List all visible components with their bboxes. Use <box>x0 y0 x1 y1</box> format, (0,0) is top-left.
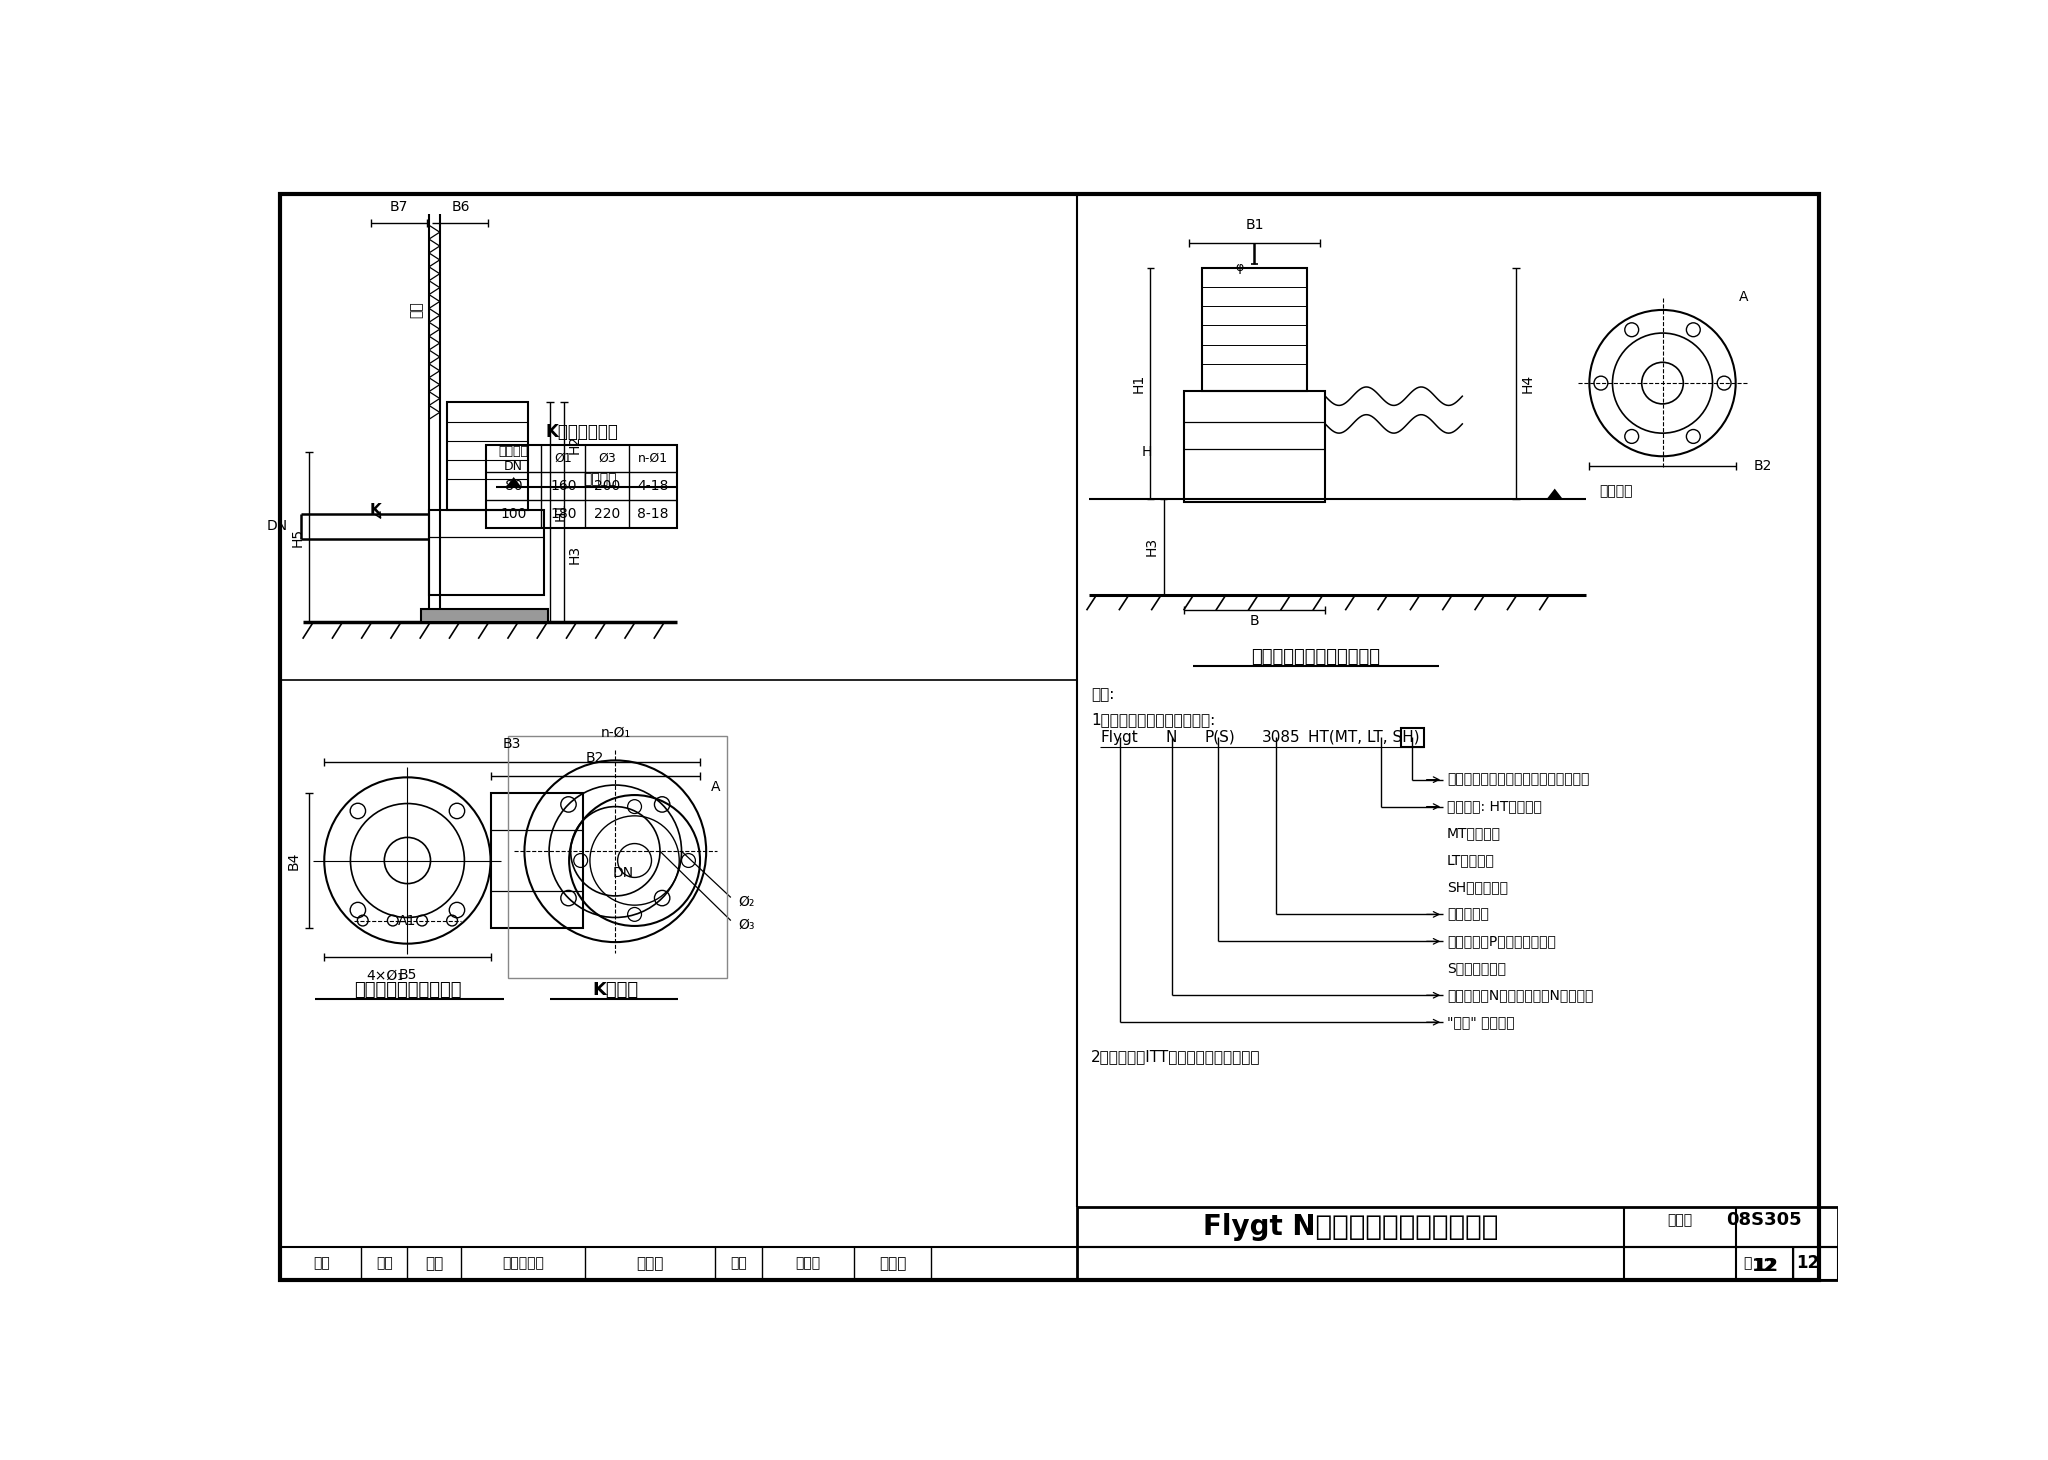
Text: Flygt N型潜水排污泵安装外型图: Flygt N型潜水排污泵安装外型图 <box>1202 1213 1499 1241</box>
Text: 4-18: 4-18 <box>637 479 670 493</box>
Text: 审核: 审核 <box>313 1256 330 1270</box>
Text: 100: 100 <box>500 507 526 521</box>
Text: Ø3: Ø3 <box>598 453 616 466</box>
Text: 3085: 3085 <box>1262 730 1300 745</box>
Bar <box>422 609 549 622</box>
Text: 泵的系列号: 泵的系列号 <box>1448 908 1489 921</box>
Text: B: B <box>1249 615 1260 628</box>
Text: 80: 80 <box>506 479 522 493</box>
Text: H1: H1 <box>553 502 567 521</box>
Bar <box>281 1247 1839 1280</box>
Text: 固定自耦式安装外形图: 固定自耦式安装外形图 <box>354 981 461 999</box>
Bar <box>485 445 678 529</box>
Text: A: A <box>711 780 721 794</box>
Text: 2、本页根据ITT中国提供的资料编制。: 2、本页根据ITT中国提供的资料编制。 <box>1092 1050 1262 1064</box>
Text: 1、潜水排污泵型号意义说明:: 1、潜水排污泵型号意义说明: <box>1092 712 1214 727</box>
Text: φ: φ <box>1235 261 1243 274</box>
Text: H4: H4 <box>1522 374 1534 393</box>
Text: 12: 12 <box>1751 1257 1778 1275</box>
Text: K向放大: K向放大 <box>592 981 639 999</box>
Text: H3: H3 <box>1145 537 1159 556</box>
Text: H: H <box>1141 445 1151 460</box>
Text: 12: 12 <box>1796 1254 1819 1272</box>
Text: MT为中扬程: MT为中扬程 <box>1448 826 1501 841</box>
Text: 图集号: 图集号 <box>1667 1213 1694 1226</box>
Text: 路志锋: 路志锋 <box>795 1256 821 1270</box>
Text: 180: 180 <box>551 507 578 521</box>
Text: 曲线代号（每个号对应一条性能曲线）: 曲线代号（每个号对应一条性能曲线） <box>1448 772 1589 787</box>
Bar <box>492 793 584 929</box>
Text: H3: H3 <box>567 545 582 564</box>
Text: 200: 200 <box>594 479 621 493</box>
Text: A: A <box>1739 291 1749 304</box>
Bar <box>446 403 528 510</box>
Bar <box>1077 1207 1839 1280</box>
Text: K: K <box>369 502 381 518</box>
Bar <box>508 736 727 978</box>
Text: H1: H1 <box>1133 374 1147 393</box>
Text: B3: B3 <box>504 737 522 750</box>
Text: 软管连接移动式安装外形图: 软管连接移动式安装外形图 <box>1251 648 1380 666</box>
Text: 说明:: 说明: <box>1092 688 1114 702</box>
Polygon shape <box>1546 489 1563 499</box>
Bar <box>1202 267 1307 391</box>
Text: B2: B2 <box>586 750 604 765</box>
Text: n-Ø₁: n-Ø₁ <box>600 726 631 740</box>
Bar <box>1401 729 1423 746</box>
Text: Flygt: Flygt <box>1100 730 1139 745</box>
Text: B6: B6 <box>451 200 469 213</box>
Text: H2: H2 <box>567 435 582 454</box>
Text: 出口直径
DN: 出口直径 DN <box>498 444 528 473</box>
Text: 设计: 设计 <box>731 1256 748 1270</box>
Text: 导轨: 导轨 <box>410 302 424 318</box>
Text: DN: DN <box>266 520 289 533</box>
Text: H5: H5 <box>291 527 305 546</box>
Text: 220: 220 <box>594 507 621 521</box>
Text: Ø₃: Ø₃ <box>739 917 756 931</box>
Text: 泵的类型：N表示采用最新N技术叶轮: 泵的类型：N表示采用最新N技术叶轮 <box>1448 988 1593 1002</box>
Text: 08S305: 08S305 <box>1726 1212 1802 1229</box>
Text: 安装方式：P为固定自耦安装: 安装方式：P为固定自耦安装 <box>1448 934 1556 949</box>
Text: Ø1: Ø1 <box>555 453 571 466</box>
Text: S为移动式安装: S为移动式安装 <box>1448 961 1505 975</box>
Text: DN: DN <box>612 866 633 880</box>
Text: 最低水位: 最低水位 <box>584 473 616 486</box>
Text: Ø₂: Ø₂ <box>739 895 756 908</box>
Text: 表示扬程: HT为高扬程: 表示扬程: HT为高扬程 <box>1448 800 1542 813</box>
Text: B5: B5 <box>397 968 416 981</box>
Text: 12: 12 <box>1753 1257 1780 1275</box>
Text: n-Ø1: n-Ø1 <box>639 453 668 466</box>
Text: B2: B2 <box>1753 460 1772 473</box>
Bar <box>1184 391 1325 502</box>
Text: 4×Ø₁: 4×Ø₁ <box>367 969 403 983</box>
Text: 页: 页 <box>1743 1256 1751 1270</box>
Text: A1: A1 <box>397 914 416 927</box>
Text: HT(MT, LT, SH): HT(MT, LT, SH) <box>1309 730 1419 745</box>
Text: 李文: 李文 <box>377 1256 393 1270</box>
Text: B7: B7 <box>389 200 408 213</box>
Text: 校对史长伟: 校对史长伟 <box>502 1256 545 1270</box>
Bar <box>428 510 545 594</box>
Text: SH为超高扬程: SH为超高扬程 <box>1448 880 1507 895</box>
Text: 路志锋: 路志锋 <box>879 1256 905 1270</box>
Text: B1: B1 <box>1245 218 1264 232</box>
Text: 李之: 李之 <box>426 1256 444 1270</box>
Text: B4: B4 <box>287 851 301 870</box>
Text: P(S): P(S) <box>1204 730 1235 745</box>
Text: N: N <box>1165 730 1178 745</box>
Text: K向法兰尺寸表: K向法兰尺寸表 <box>545 423 618 441</box>
Polygon shape <box>506 477 522 488</box>
Text: LT为低扬程: LT为低扬程 <box>1448 854 1495 867</box>
Text: 160: 160 <box>551 479 578 493</box>
Text: 史长伟: 史长伟 <box>637 1256 664 1270</box>
Text: 最低水位: 最低水位 <box>1599 483 1632 498</box>
Text: "飞力" 产品牌号: "飞力" 产品牌号 <box>1448 1015 1516 1029</box>
Text: 8-18: 8-18 <box>637 507 670 521</box>
